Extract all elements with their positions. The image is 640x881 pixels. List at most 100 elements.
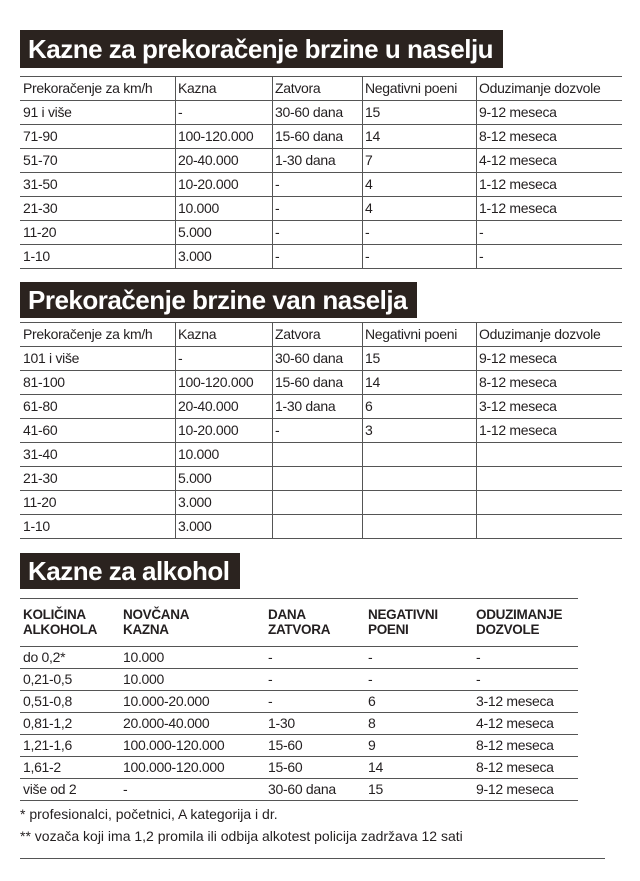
table-cell: 10.000 — [178, 446, 220, 462]
table-cell: - — [365, 248, 370, 264]
table-rule — [20, 370, 622, 371]
table-rule — [20, 394, 622, 395]
table-cell: 31-50 — [23, 176, 58, 192]
table-cell: - — [365, 224, 370, 240]
header-cell: Zatvora — [275, 326, 321, 342]
header-line: ALKOHOLA — [23, 622, 98, 637]
table-cell: 9-12 meseca — [479, 350, 557, 366]
table-cell: - — [178, 104, 183, 120]
table-rule — [20, 668, 578, 669]
table-rule — [20, 322, 622, 323]
table-rule — [20, 646, 578, 647]
table-rule — [20, 800, 578, 801]
table-cell: 8-12 meseca — [479, 374, 557, 390]
table-cell: 5.000 — [178, 224, 212, 240]
table-cell: 10.000 — [123, 649, 165, 665]
table-cell: 3.000 — [178, 518, 212, 534]
header-line: POENI — [368, 622, 409, 637]
table-cell: 15 — [368, 781, 383, 797]
table-cell: 15 — [365, 104, 380, 120]
table-cell: 5.000 — [178, 470, 212, 486]
section-title: Kazne za alkohol — [20, 553, 240, 589]
table-cell: - — [476, 649, 481, 665]
table-cell: 10.000 — [123, 671, 165, 687]
table-cell: 1-10 — [23, 518, 50, 534]
table-cell: više od 2 — [23, 781, 77, 797]
table-cell: - — [479, 224, 484, 240]
table-cell: - — [275, 200, 280, 216]
table-cell: 51-70 — [23, 152, 58, 168]
table-cell: - — [268, 671, 273, 687]
table-cell: 15-60 — [268, 737, 303, 753]
table-cell: 9 — [368, 737, 376, 753]
table-cell: 8-12 meseca — [476, 737, 554, 753]
table-cell: 7 — [365, 152, 373, 168]
table-cell: - — [368, 649, 373, 665]
header-line: DANA — [268, 607, 306, 622]
table-cell: - — [268, 693, 273, 709]
table-cell: 30-60 dana — [275, 350, 343, 366]
table-cell: 8-12 meseca — [479, 128, 557, 144]
header-line: ODUZIMANJE — [476, 607, 563, 622]
table-cell: - — [275, 248, 280, 264]
table-cell: 6 — [365, 398, 373, 414]
column-rule — [272, 322, 273, 538]
table-cell: 1-30 dana — [275, 398, 336, 414]
table-cell: 0,81-1,2 — [23, 715, 72, 731]
table-rule — [20, 734, 578, 735]
table-rule — [20, 490, 622, 491]
header-cell: NEGATIVNI POENI — [365, 598, 476, 646]
table-rule — [20, 196, 622, 197]
table-cell: 4 — [365, 200, 373, 216]
footnote: ** vozača koji ima 1,2 promila ili odbij… — [20, 828, 463, 844]
header-cell: Zatvora — [275, 80, 321, 96]
table-rule — [20, 756, 578, 757]
table-cell: 15-60 dana — [275, 374, 343, 390]
table-rule — [20, 538, 622, 539]
table-cell: 1-30 dana — [275, 152, 336, 168]
column-rule — [362, 322, 363, 538]
table-cell: 3 — [365, 422, 373, 438]
table-rule — [20, 598, 578, 599]
table-cell: 10.000 — [178, 200, 220, 216]
header-cell: Kazna — [178, 80, 217, 96]
header-line: DOZVOLE — [476, 622, 540, 637]
table-cell: 1-12 meseca — [479, 176, 557, 192]
table-rule — [20, 514, 622, 515]
table-cell: 41-60 — [23, 422, 58, 438]
header-cell: Prekoračenje za km/h — [23, 80, 153, 96]
table-cell: - — [476, 671, 481, 687]
table-cell: 100.000-120.000 — [123, 737, 225, 753]
table-cell: 100-120.000 — [178, 374, 254, 390]
table-cell: 1-12 meseca — [479, 422, 557, 438]
table-cell: 61-80 — [23, 398, 58, 414]
column-rule — [476, 322, 477, 538]
column-rule — [175, 76, 176, 268]
table-cell: 10.000-20.000 — [123, 693, 210, 709]
table-rule — [20, 220, 622, 221]
table-rule — [20, 244, 622, 245]
header-line: ZATVORA — [268, 622, 331, 637]
header-line: NEGATIVNI — [368, 607, 438, 622]
table-cell: 4-12 meseca — [479, 152, 557, 168]
table-cell: 3-12 meseca — [479, 398, 557, 414]
table-cell: 9-12 meseca — [479, 104, 557, 120]
table-cell: 20-40.000 — [178, 398, 239, 414]
table-cell: 0,21-0,5 — [23, 671, 72, 687]
table-cell: do 0,2* — [23, 649, 66, 665]
table-cell: 1-10 — [23, 248, 50, 264]
bottom-rule — [20, 858, 605, 859]
table-rule — [20, 418, 622, 419]
table-rule — [20, 466, 622, 467]
table-cell: 20.000-40.000 — [123, 715, 210, 731]
table-cell: 9-12 meseca — [476, 781, 554, 797]
table-cell: 6 — [368, 693, 376, 709]
column-rule — [476, 76, 477, 268]
table-cell: 21-30 — [23, 200, 58, 216]
table-cell: 14 — [365, 374, 380, 390]
table-cell: 30-60 dana — [275, 104, 343, 120]
table-cell: 1-30 — [268, 715, 295, 731]
header-cell: Oduzimanje dozvole — [479, 80, 601, 96]
header-line: KOLIČINA — [23, 607, 86, 622]
